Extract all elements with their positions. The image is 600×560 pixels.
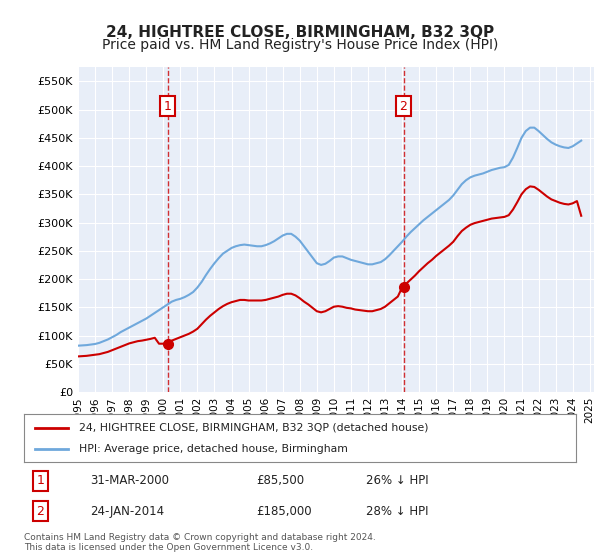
Text: 24, HIGHTREE CLOSE, BIRMINGHAM, B32 3QP (detached house): 24, HIGHTREE CLOSE, BIRMINGHAM, B32 3QP … (79, 423, 428, 433)
Text: 24, HIGHTREE CLOSE, BIRMINGHAM, B32 3QP: 24, HIGHTREE CLOSE, BIRMINGHAM, B32 3QP (106, 25, 494, 40)
Text: Contains HM Land Registry data © Crown copyright and database right 2024.: Contains HM Land Registry data © Crown c… (24, 533, 376, 542)
Text: 26% ↓ HPI: 26% ↓ HPI (366, 474, 429, 487)
Text: HPI: Average price, detached house, Birmingham: HPI: Average price, detached house, Birm… (79, 444, 348, 454)
Text: This data is licensed under the Open Government Licence v3.0.: This data is licensed under the Open Gov… (24, 543, 313, 552)
Text: 31-MAR-2000: 31-MAR-2000 (90, 474, 169, 487)
Text: 24-JAN-2014: 24-JAN-2014 (90, 505, 164, 517)
Text: £185,000: £185,000 (256, 505, 311, 517)
Text: Price paid vs. HM Land Registry's House Price Index (HPI): Price paid vs. HM Land Registry's House … (102, 38, 498, 52)
Text: 2: 2 (400, 100, 407, 113)
Text: 1: 1 (37, 474, 44, 487)
Text: 28% ↓ HPI: 28% ↓ HPI (366, 505, 429, 517)
Text: 1: 1 (164, 100, 172, 113)
Text: 2: 2 (37, 505, 44, 517)
Text: £85,500: £85,500 (256, 474, 304, 487)
